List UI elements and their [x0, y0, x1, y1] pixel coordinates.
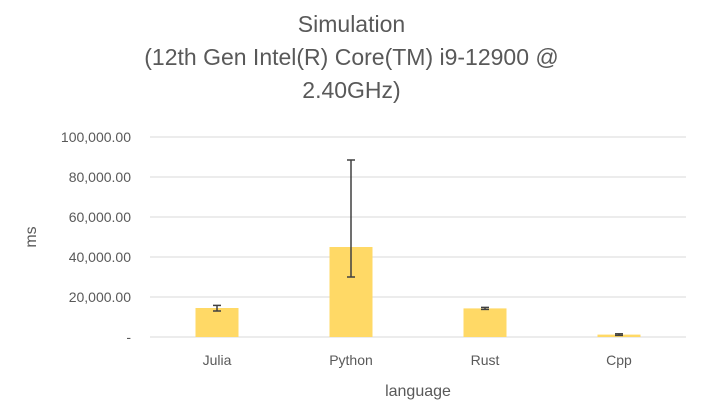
error-bars [213, 159, 623, 337]
error-bar [213, 304, 221, 312]
y-tick-labels: - 20,000.00 40,000.00 60,000.00 80,000.00 100… [61, 129, 131, 345]
chart-subtitle-line-2: 2.40GHz) [302, 77, 401, 103]
y-axis-title: ms [23, 226, 40, 247]
x-tick-label: Cpp [606, 352, 632, 368]
y-tick-label: 100,000.00 [61, 129, 131, 145]
x-axis-title: language [385, 383, 451, 400]
y-tick-label: 40,000.00 [69, 249, 131, 265]
error-bar [347, 159, 355, 278]
error-bar [481, 306, 489, 311]
chart-subtitle-line-1: (12th Gen Intel(R) Core(TM) i9-12900 @ [144, 44, 559, 70]
x-tick-label: Rust [471, 352, 500, 368]
bar [463, 308, 507, 337]
y-tick-label: 80,000.00 [69, 169, 131, 185]
chart-title-block: Simulation (12th Gen Intel(R) Core(TM) i… [0, 8, 703, 107]
y-tick-label: - [126, 329, 131, 345]
chart-title: Simulation [297, 11, 406, 37]
y-tick-label: 60,000.00 [69, 209, 131, 225]
bars [195, 247, 641, 337]
x-tick-label: Python [329, 352, 373, 368]
error-bar [615, 333, 623, 337]
y-tick-label: 20,000.00 [69, 289, 131, 305]
x-tick-label: Julia [203, 352, 232, 368]
gridlines [150, 136, 686, 338]
x-tick-labels: Julia Python Rust Cpp [203, 352, 632, 368]
bar [195, 308, 239, 337]
